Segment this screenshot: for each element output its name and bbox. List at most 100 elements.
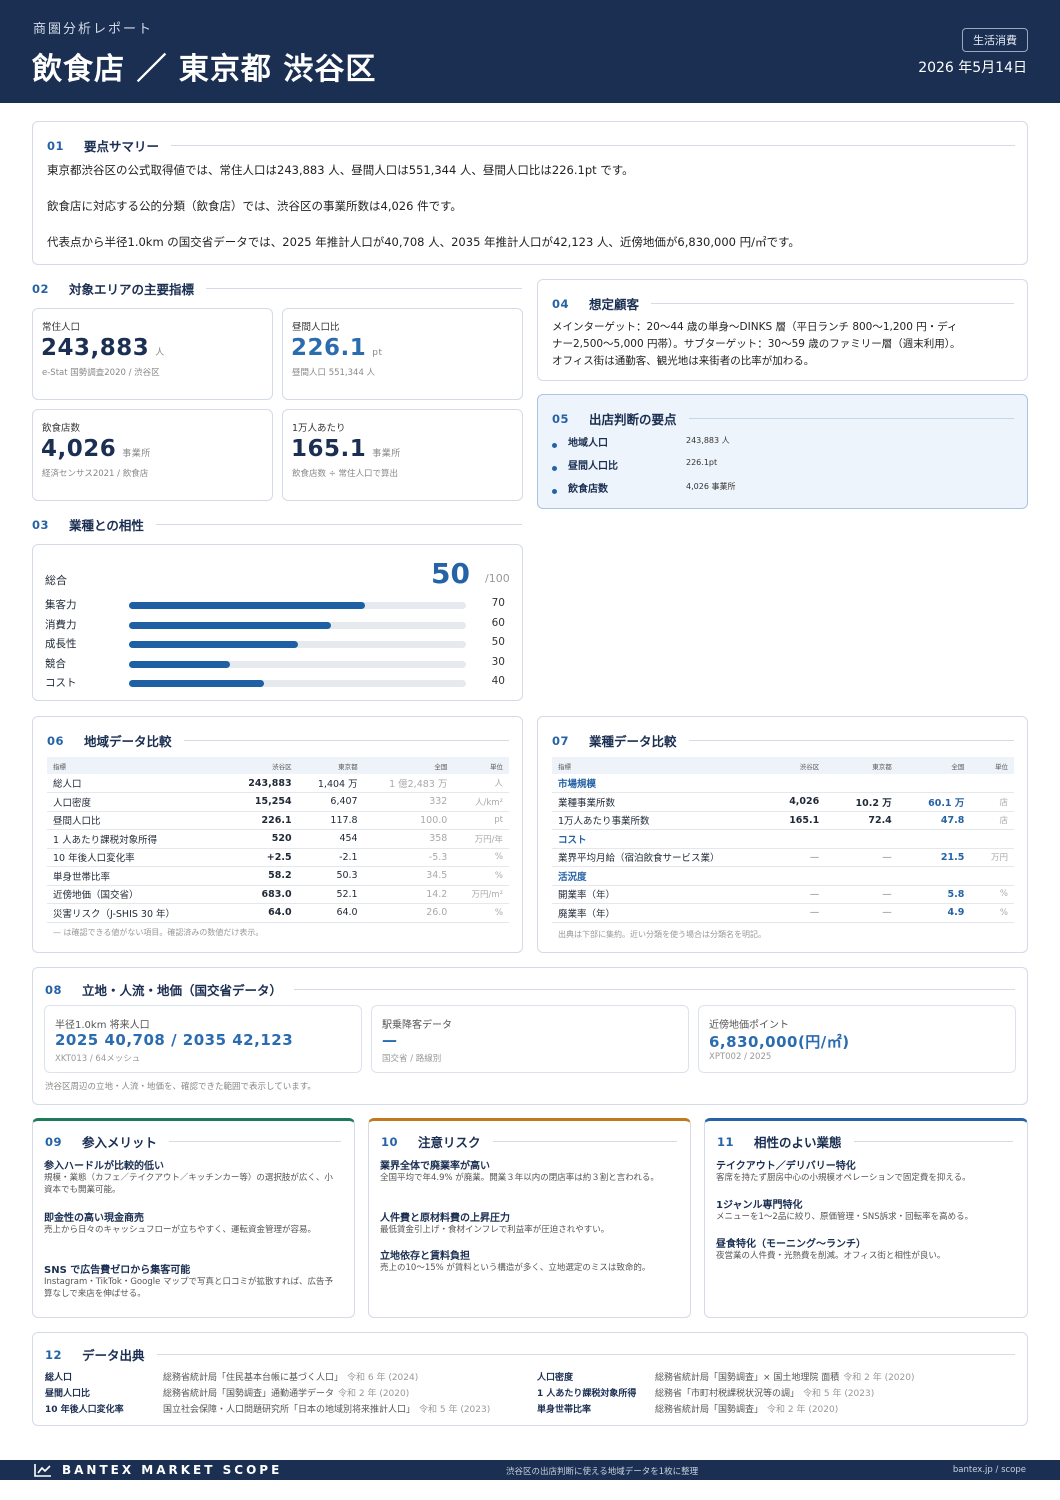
score-bar-value: 40 [491,675,505,687]
metric-card: 1万人あたり 165.1 事業所 飲食店数 ÷ 常住人口で算出 [282,409,523,501]
score-bar-label: 消費力 [45,618,77,631]
score-bar-row: 成長性 50 [45,635,515,651]
table-cell: 58.2 [227,866,298,886]
metric-card: 飲食店数 4,026 事業所 経済センサス2021 / 飲食店 [32,409,273,501]
summary-card: 01 要点サマリー 東京都渋谷区の公式取得値では、常住人口は243,883 人、昼… [32,121,1028,265]
score-bar-label: 競合 [45,657,66,670]
score-bar-track [129,680,466,687]
total-score: 50 [431,557,470,590]
table-cell: 廃業率（年） [552,903,762,923]
divider [492,1141,677,1142]
table-cell: 165.1 [762,811,826,830]
item-heading: 即金性の高い現金商売 [44,1213,144,1224]
metric-value: 165.1 事業所 [291,436,401,462]
source-name: 総務省統計局「住民基本台帳に基づく人口」 令和 6 年 (2024) [163,1370,418,1383]
metric-card: 常住人口 243,883 人 e-Stat 国勢調査2020 / 渋谷区 [32,308,273,400]
industry-table: 指標 渋谷区 東京都 全国 単位 市場規模 業種事業所数 4,026 10.2 万 60… [552,757,1014,923]
table-row: 人口密度 15,254 6,407 332 人/km² [47,792,509,812]
column-header: 指標 [552,757,762,774]
table-cell: 店 [970,811,1014,830]
divider [169,1141,341,1142]
total-score-label: 総合 [45,574,67,587]
report-date: 2026 年5月14日 [918,60,1027,76]
table-cell: 5.8 [897,885,971,904]
score-bar-row: 競合 30 [45,655,515,671]
table-cell: 6,407 [297,792,364,812]
table-cell: 万円/年 [453,829,509,849]
table-cell: 1 億2,483 万 [363,774,454,793]
score-bar-row: コスト 40 [45,674,515,690]
metric-note: 飲食店数 ÷ 常住人口で算出 [292,469,399,479]
score-bar-fill [129,641,298,648]
item-heading: 1ジャンル専門特化 [716,1200,803,1211]
category-cell: 市場規模 [552,774,1014,793]
source-row: 1 人あたり課税対象所得 総務省「市町村税課税状況等の調」 令和 5 年 (2023… [537,1386,1017,1400]
table-cell: 1万人あたり事業所数 [552,811,762,830]
table-header-row: 指標 渋谷区 東京都 全国 単位 [47,757,509,774]
metric-value: 243,883 人 [41,335,165,361]
report-header: 商圏分析レポート 飲食店 ／ 東京都 渋谷区 生活消費 2026 年5月14日 [0,0,1060,103]
score-bar-fill [129,680,264,687]
item-text: メニューを1〜2品に絞り、原価管理・SNS訴求・回転率を高める。 [716,1212,974,1222]
source-year: 令和 6 年 (2024) [347,1373,419,1383]
section-number: 11 [717,1134,735,1149]
source-row: 10 年後人口変化率 国立社会保障・人口問題研究所「日本の地域別将来推計人口」 令和… [45,1402,525,1416]
target-line: メインターゲット：20〜44 歳の単身〜DINKS 層（平日ランチ 800〜1,… [552,321,958,333]
location-box: 駅乗降客データ — 国交省 / 路線別 [371,1005,689,1073]
item-text: 客席を持たず厨房中心の小規模オペレーションで固定費を抑える。 [716,1173,971,1183]
point-key: 昼間人口比 [568,461,618,472]
box-value: 2025 40,708 / 2035 42,123 [55,1031,294,1049]
decision-points-card: 05 出店判断の要点 地域人口 243,883 人 昼間人口比 226.1pt 飲… [537,394,1028,509]
source-title: 国立社会保障・人口問題研究所「日本の地域別将来推計人口」 [163,1405,416,1415]
box-note: XKT013 / 64メッシュ [55,1054,141,1064]
score-bar-fill [129,602,365,609]
source-name: 総務省統計局「国勢調査」 令和 2 年 (2020) [655,1402,838,1415]
table-cell: 4,026 [762,792,826,812]
table-cell: 454 [297,829,364,849]
table-cell: 332 [363,792,454,812]
target-line: ナー2,500〜5,000 円帯）。サブターゲット：30〜59 歳のファミリー層… [552,338,961,350]
table-cell: % [453,848,509,867]
source-name: 国立社会保障・人口問題研究所「日本の地域別将来推計人口」 令和 5 年 (2023… [163,1402,490,1415]
industry-comparison-card: 07 業種データ比較 指標 渋谷区 東京都 全国 単位 市場規模 業種事業所数 4,0… [537,716,1028,953]
source-year: 令和 5 年 (2023) [803,1389,875,1399]
metric-label: 1万人あたり [292,423,346,434]
table-cell: 64.0 [297,903,364,923]
table-cell: 1 人あたり課税対象所得 [47,829,227,849]
score-bar-value: 50 [491,636,505,648]
category-tag: 生活消費 [962,28,1028,52]
column-header: 単位 [453,757,509,774]
column-header: 全国 [897,757,971,774]
source-title: 総務省統計局「国勢調査」 [655,1405,764,1415]
table-note: — は確認できる値がない項目。確認済みの数値だけ表示。 [53,928,264,937]
footer-url[interactable]: bantex.jp / scope [952,1465,1026,1475]
table-cell: 52.1 [297,885,364,904]
table-cell: 60.1 万 [897,792,971,812]
section-number: 09 [45,1134,63,1149]
source-key: 単身世帯比率 [537,1405,592,1415]
score-bar-value: 60 [491,616,505,629]
table-note: 出典は下部に集約。近い分類を使う場合は分類名を明記。 [558,930,766,939]
table-cell: 万円 [970,848,1014,867]
target-line: オフィス街は通勤客、観光地は来街者の比率が加わる。 [552,355,815,367]
table-cell: 72.4 [825,811,898,830]
metric-label: 飲食店数 [42,423,81,434]
compatible-format-card: 11 相性のよい業態 テイクアウト／デリバリー特化 客席を持たず厨房中心の小規模オペレ… [704,1118,1028,1318]
box-note: XPT002 / 2025 [709,1052,772,1062]
compatibility-card: 総合 50 /100 集客力 70 消費力 60 成長性 50 競合 30 コスト 40 [32,544,523,701]
table-cell: — [762,903,826,923]
table-cell: 10 年後人口変化率 [47,848,227,867]
section-title: 06 地域データ比較 [47,731,509,750]
score-bar-track [129,602,466,609]
table-cell: 単身世帯比率 [47,866,227,886]
merit-card: 09 参入メリット 参入ハードルが比較的低い 規模・業態（カフェ／テイクアウト／キッチ… [32,1118,355,1318]
score-bar-track [129,660,466,668]
source-row: 単身世帯比率 総務省統計局「国勢調査」 令和 2 年 (2020) [537,1402,1017,1416]
divider [853,1141,1013,1142]
table-cell: 総人口 [47,774,227,793]
section-title: 07 業種データ比較 [552,731,1014,750]
summary-line: 代表点から半径1.0km の国交省データでは、2025 年推計人口が40,708… [47,235,800,249]
location-card: 08 立地・人流・地価（国交省データ） 半径1.0km 将来人口 2025 40,… [32,967,1028,1105]
column-header: 指標 [47,757,227,774]
table-cell: 358 [363,829,454,849]
